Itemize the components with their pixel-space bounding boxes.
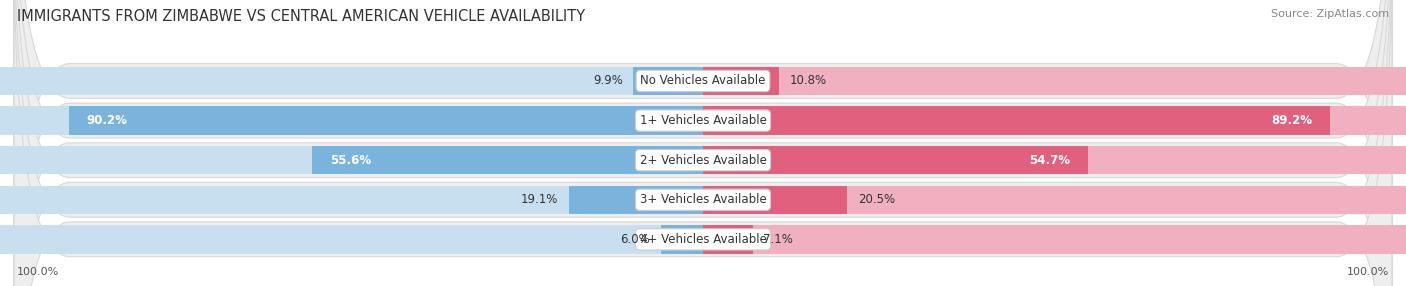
Bar [703,67,779,95]
Text: 9.9%: 9.9% [593,74,623,88]
Bar [633,67,703,95]
Text: 4+ Vehicles Available: 4+ Vehicles Available [640,233,766,246]
Bar [703,106,1406,135]
FancyBboxPatch shape [14,0,1392,286]
Bar [703,67,1406,95]
Text: 6.0%: 6.0% [620,233,650,246]
Bar [703,186,1406,214]
Bar [0,225,703,254]
Text: 54.7%: 54.7% [1029,154,1070,167]
Bar [703,106,1330,135]
FancyBboxPatch shape [14,0,1392,286]
Bar [703,225,754,254]
Bar [661,225,703,254]
FancyBboxPatch shape [14,0,1392,286]
Bar [703,186,846,214]
Text: IMMIGRANTS FROM ZIMBABWE VS CENTRAL AMERICAN VEHICLE AVAILABILITY: IMMIGRANTS FROM ZIMBABWE VS CENTRAL AMER… [17,9,585,23]
Bar [69,106,703,135]
Text: 20.5%: 20.5% [858,193,894,206]
Bar [703,146,1406,174]
FancyBboxPatch shape [14,0,1392,286]
Text: 7.1%: 7.1% [763,233,793,246]
Text: 19.1%: 19.1% [520,193,558,206]
Bar [0,186,703,214]
Text: 55.6%: 55.6% [329,154,371,167]
Text: 90.2%: 90.2% [86,114,128,127]
Bar [0,67,703,95]
Bar [703,225,1406,254]
Bar [0,146,703,174]
Text: No Vehicles Available: No Vehicles Available [640,74,766,88]
Text: 2+ Vehicles Available: 2+ Vehicles Available [640,154,766,167]
Text: 3+ Vehicles Available: 3+ Vehicles Available [640,193,766,206]
Bar [568,186,703,214]
Text: 100.0%: 100.0% [17,267,59,277]
Bar [0,106,703,135]
Bar [703,146,1088,174]
Text: Source: ZipAtlas.com: Source: ZipAtlas.com [1271,9,1389,19]
Bar [312,146,703,174]
FancyBboxPatch shape [14,0,1392,286]
Text: 10.8%: 10.8% [790,74,827,88]
Text: 100.0%: 100.0% [1347,267,1389,277]
Text: 1+ Vehicles Available: 1+ Vehicles Available [640,114,766,127]
Text: 89.2%: 89.2% [1271,114,1313,127]
